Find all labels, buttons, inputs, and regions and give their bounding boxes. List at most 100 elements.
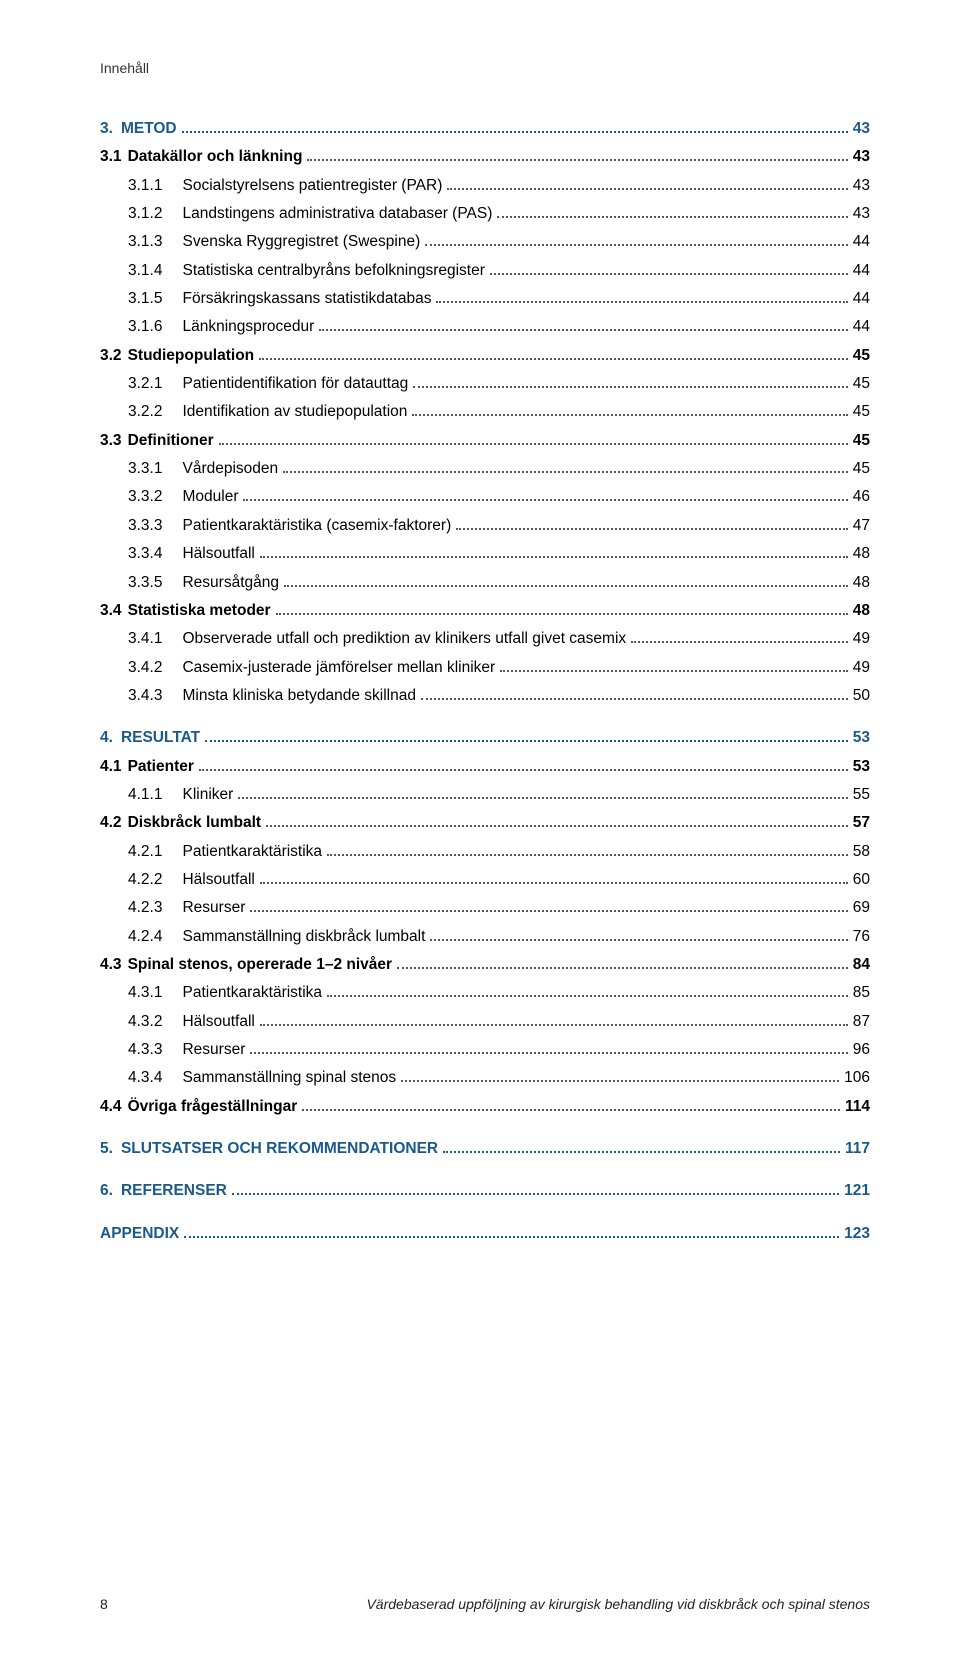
toc-entry: 4.1.1Kliniker55 — [100, 782, 870, 808]
toc-entry-page: 58 — [853, 839, 870, 865]
toc-leader-dots — [219, 443, 848, 445]
toc-entry-number: 4.3.2 — [100, 1009, 162, 1035]
toc-entry-label: Resurser — [162, 1037, 245, 1063]
toc-leader-dots — [436, 301, 847, 303]
toc-entry: 5.SLUTSATSER OCH REKOMMENDATIONER117 — [100, 1136, 870, 1162]
toc-entry-number: 4.1 — [100, 754, 122, 780]
toc-entry: 3.4.1Observerade utfall och prediktion a… — [100, 626, 870, 652]
toc-entry-number: 3.1 — [100, 144, 122, 170]
toc-entry: 3.3.1Vårdepisoden45 — [100, 456, 870, 482]
toc-entry-number: 3.4 — [100, 598, 122, 624]
toc-entry-number: 3.3.2 — [100, 484, 162, 510]
toc-entry-number: 3.1.6 — [100, 314, 162, 340]
toc-leader-dots — [497, 216, 847, 218]
toc-entry-label: Svenska Ryggregistret (Swespine) — [162, 229, 420, 255]
toc-entry-number: 3.3.5 — [100, 570, 162, 596]
toc-entry: 3.1Datakällor och länkning43 — [100, 144, 870, 170]
toc-leader-dots — [284, 585, 848, 587]
toc-leader-dots — [232, 1193, 839, 1195]
toc-entry: 4.3.1Patientkaraktäristika 85 — [100, 980, 870, 1006]
toc-leader-dots — [302, 1109, 840, 1111]
toc-entry-label: Studiepopulation — [122, 343, 255, 369]
toc-entry: 3.4.2Casemix-justerade jämförelser mella… — [100, 655, 870, 681]
toc-entry: 3.METOD43 — [100, 116, 870, 142]
toc-leader-dots — [397, 967, 848, 969]
toc-entry-number: 4. — [100, 725, 113, 751]
toc-entry-page: 114 — [845, 1094, 870, 1120]
toc-entry-number: 4.3 — [100, 952, 122, 978]
toc-entry-number: 3.3.4 — [100, 541, 162, 567]
toc-entry-label: Kliniker — [162, 782, 233, 808]
toc-leader-dots — [260, 882, 848, 884]
toc-leader-dots — [250, 1052, 847, 1054]
toc-entry-label: Statistiska centralbyråns befolkningsreg… — [162, 258, 484, 284]
toc-entry: 3.2Studiepopulation45 — [100, 343, 870, 369]
toc-entry: 3.1.1Socialstyrelsens patientregister (P… — [100, 173, 870, 199]
toc-entry: 3.1.3Svenska Ryggregistret (Swespine)44 — [100, 229, 870, 255]
toc-entry: 6.REFERENSER121 — [100, 1178, 870, 1204]
toc-entry-page: 60 — [853, 867, 870, 893]
toc-entry: 4.4Övriga frågeställningar114 — [100, 1094, 870, 1120]
toc-entry: 4.3Spinal stenos, opererade 1–2 nivåer84 — [100, 952, 870, 978]
toc-entry-number: 3.2 — [100, 343, 122, 369]
toc-leader-dots — [205, 740, 848, 742]
toc-entry-label: Statistiska metoder — [122, 598, 271, 624]
toc-leader-dots — [182, 131, 848, 133]
toc-entry-number: 3.1.3 — [100, 229, 162, 255]
toc-leader-dots — [327, 854, 848, 856]
toc-entry-label: Socialstyrelsens patientregister (PAR) — [162, 173, 442, 199]
toc-entry-label: Definitioner — [122, 428, 214, 454]
toc-entry-number: 3.1.1 — [100, 173, 162, 199]
toc-entry-number: 3.4.3 — [100, 683, 162, 709]
toc-leader-dots — [327, 995, 848, 997]
toc-entry-label: RESULTAT — [113, 725, 200, 751]
footer-title: Värdebaserad uppföljning av kirurgisk be… — [366, 1596, 870, 1612]
toc-leader-dots — [283, 471, 848, 473]
toc-leader-dots — [447, 188, 847, 190]
toc-entry-number: 4.3.3 — [100, 1037, 162, 1063]
toc-entry-page: 57 — [853, 810, 870, 836]
toc-entry-page: 43 — [853, 116, 870, 142]
toc-entry-label: Resursåtgång — [162, 570, 279, 596]
toc-entry-number: 4.4 — [100, 1094, 122, 1120]
toc-entry-page: 85 — [853, 980, 870, 1006]
toc-entry-page: 44 — [853, 314, 870, 340]
toc-leader-dots — [238, 797, 847, 799]
toc-entry-number: 4.3.1 — [100, 980, 162, 1006]
toc-entry-number: 4.2.1 — [100, 839, 162, 865]
toc-entry-number: 6. — [100, 1178, 113, 1204]
toc-leader-dots — [421, 698, 848, 700]
toc-entry-number: 3.2.1 — [100, 371, 162, 397]
toc-entry-label: Sammanställning spinal stenos — [162, 1065, 396, 1091]
toc-leader-dots — [401, 1080, 839, 1082]
toc-entry-page: 87 — [853, 1009, 870, 1035]
toc-entry-label: Patientkaraktäristika — [162, 980, 322, 1006]
footer-page-number: 8 — [100, 1596, 108, 1612]
toc-entry: 4.3.3Resurser96 — [100, 1037, 870, 1063]
toc-leader-dots — [443, 1151, 840, 1153]
toc-entry: 3.3.4Hälsoutfall48 — [100, 541, 870, 567]
toc-leader-dots — [456, 528, 848, 530]
toc-entry-label: Minsta kliniska betydande skillnad — [162, 683, 415, 709]
toc-leader-dots — [319, 329, 847, 331]
toc-entry: 3.1.6Länkningsprocedur44 — [100, 314, 870, 340]
toc-entry-page: 106 — [844, 1065, 870, 1091]
toc-entry-page: 48 — [853, 570, 870, 596]
toc-entry-number: 4.2.3 — [100, 895, 162, 921]
toc-leader-dots — [266, 825, 848, 827]
toc-entry-label: METOD — [113, 116, 177, 142]
toc-entry-page: 49 — [853, 655, 870, 681]
toc-leader-dots — [430, 939, 847, 941]
toc-entry-label: Vårdepisoden — [162, 456, 278, 482]
toc-entry: 3.3.2Moduler46 — [100, 484, 870, 510]
toc-leader-dots — [260, 556, 848, 558]
toc-entry-page: 117 — [845, 1136, 870, 1162]
toc-entry-label: Patientkaraktäristika — [162, 839, 322, 865]
toc-entry-number: 4.3.4 — [100, 1065, 162, 1091]
toc-entry: 3.4Statistiska metoder48 — [100, 598, 870, 624]
toc-entry-number: 3.3.3 — [100, 513, 162, 539]
toc-entry-label: Diskbråck lumbalt — [122, 810, 262, 836]
toc-entry: 4.2.1Patientkaraktäristika 58 — [100, 839, 870, 865]
toc-entry-number: 3.3 — [100, 428, 122, 454]
toc-leader-dots — [184, 1236, 839, 1238]
